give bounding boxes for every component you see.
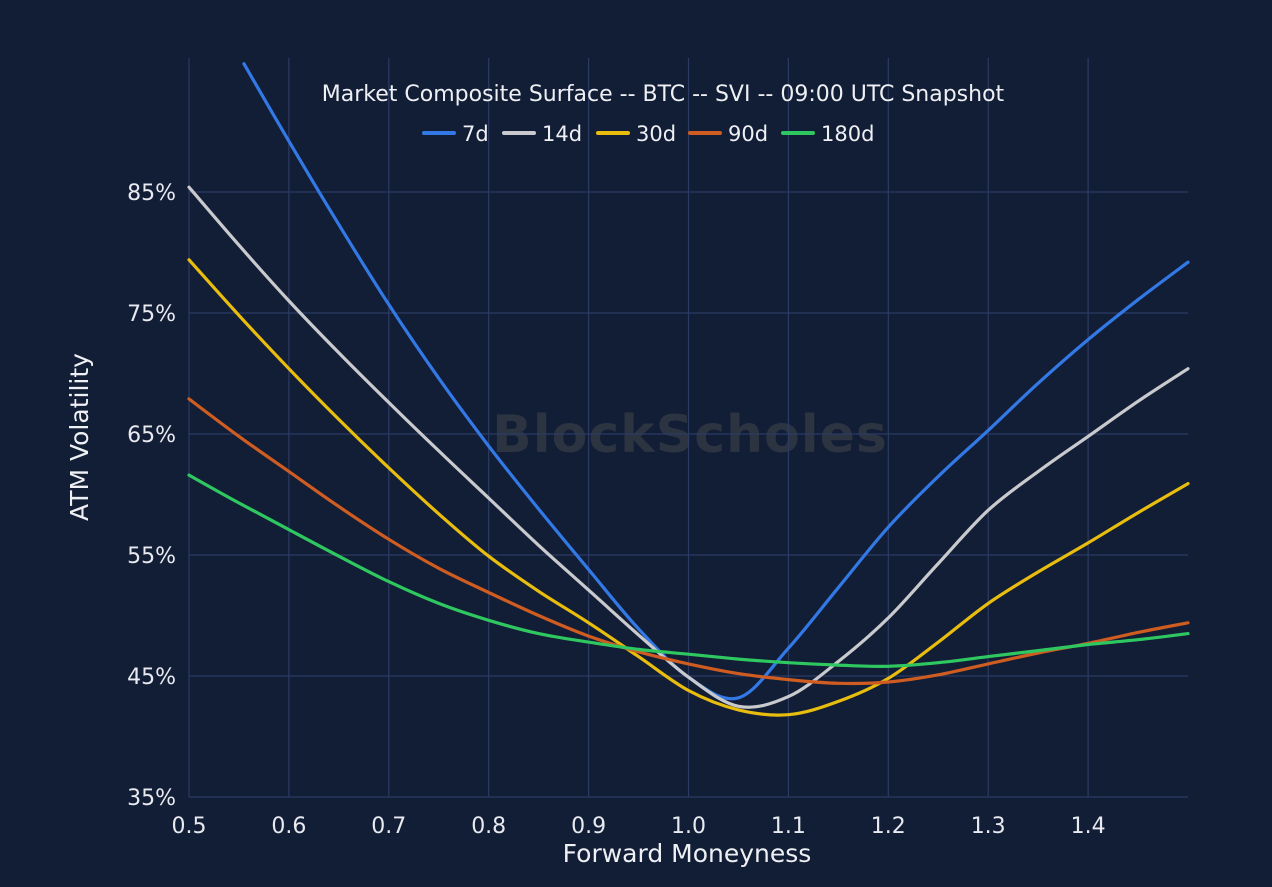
legend-item-14d[interactable]: 14d bbox=[502, 122, 582, 146]
chart-legend: 7d 14d 30d 90d 180d bbox=[422, 122, 874, 146]
y-axis-title: ATM Volatility bbox=[65, 353, 94, 521]
x-tick-label-0.6: 0.6 bbox=[271, 814, 306, 839]
y-tick-label-35%: 35% bbox=[127, 786, 176, 811]
series-line-14d bbox=[187, 185, 1190, 709]
series-line-180d bbox=[187, 473, 1190, 668]
watermark-text: BlockScholes bbox=[492, 405, 888, 465]
x-tick-label-0.5: 0.5 bbox=[172, 814, 207, 839]
legend-item-7d[interactable]: 7d bbox=[422, 122, 489, 146]
y-tick-label-45%: 45% bbox=[127, 665, 176, 690]
chart-title: Market Composite Surface -- BTC -- SVI -… bbox=[322, 82, 1005, 107]
x-axis-ticks: 0.5 0.6 0.7 0.8 0.9 1.0 1.1 1.2 1.3 1.4 bbox=[172, 814, 1106, 839]
x-tick-label-1.4: 1.4 bbox=[1071, 814, 1106, 839]
x-tick-label-1.0: 1.0 bbox=[671, 814, 706, 839]
series-line-7d bbox=[242, 62, 1190, 701]
y-tick-label-85%: 85% bbox=[127, 181, 176, 206]
series-line-90d bbox=[187, 397, 1190, 686]
grid-lines bbox=[188, 58, 1188, 798]
x-tick-label-1.2: 1.2 bbox=[871, 814, 906, 839]
y-axis-ticks: 85% 75% 65% 55% 45% 35% bbox=[127, 181, 176, 811]
legend-item-90d[interactable]: 90d bbox=[688, 122, 768, 146]
x-tick-label-0.7: 0.7 bbox=[371, 814, 406, 839]
x-tick-label-0.9: 0.9 bbox=[571, 814, 606, 839]
x-tick-label-0.8: 0.8 bbox=[471, 814, 506, 839]
legend-item-30d[interactable]: 30d bbox=[596, 122, 676, 146]
legend-label-90d: 90d bbox=[728, 122, 768, 146]
legend-item-180d[interactable]: 180d bbox=[781, 122, 874, 146]
y-tick-label-75%: 75% bbox=[127, 302, 176, 327]
series-line-30d bbox=[187, 258, 1190, 717]
y-tick-label-55%: 55% bbox=[127, 544, 176, 569]
series-lines bbox=[187, 62, 1190, 717]
legend-label-180d: 180d bbox=[821, 122, 874, 146]
x-tick-label-1.3: 1.3 bbox=[971, 814, 1006, 839]
legend-label-14d: 14d bbox=[542, 122, 582, 146]
y-tick-label-65%: 65% bbox=[127, 423, 176, 448]
x-tick-label-1.1: 1.1 bbox=[771, 814, 806, 839]
legend-label-7d: 7d bbox=[462, 122, 489, 146]
x-axis-title: Forward Moneyness bbox=[563, 839, 812, 868]
legend-label-30d: 30d bbox=[636, 122, 676, 146]
